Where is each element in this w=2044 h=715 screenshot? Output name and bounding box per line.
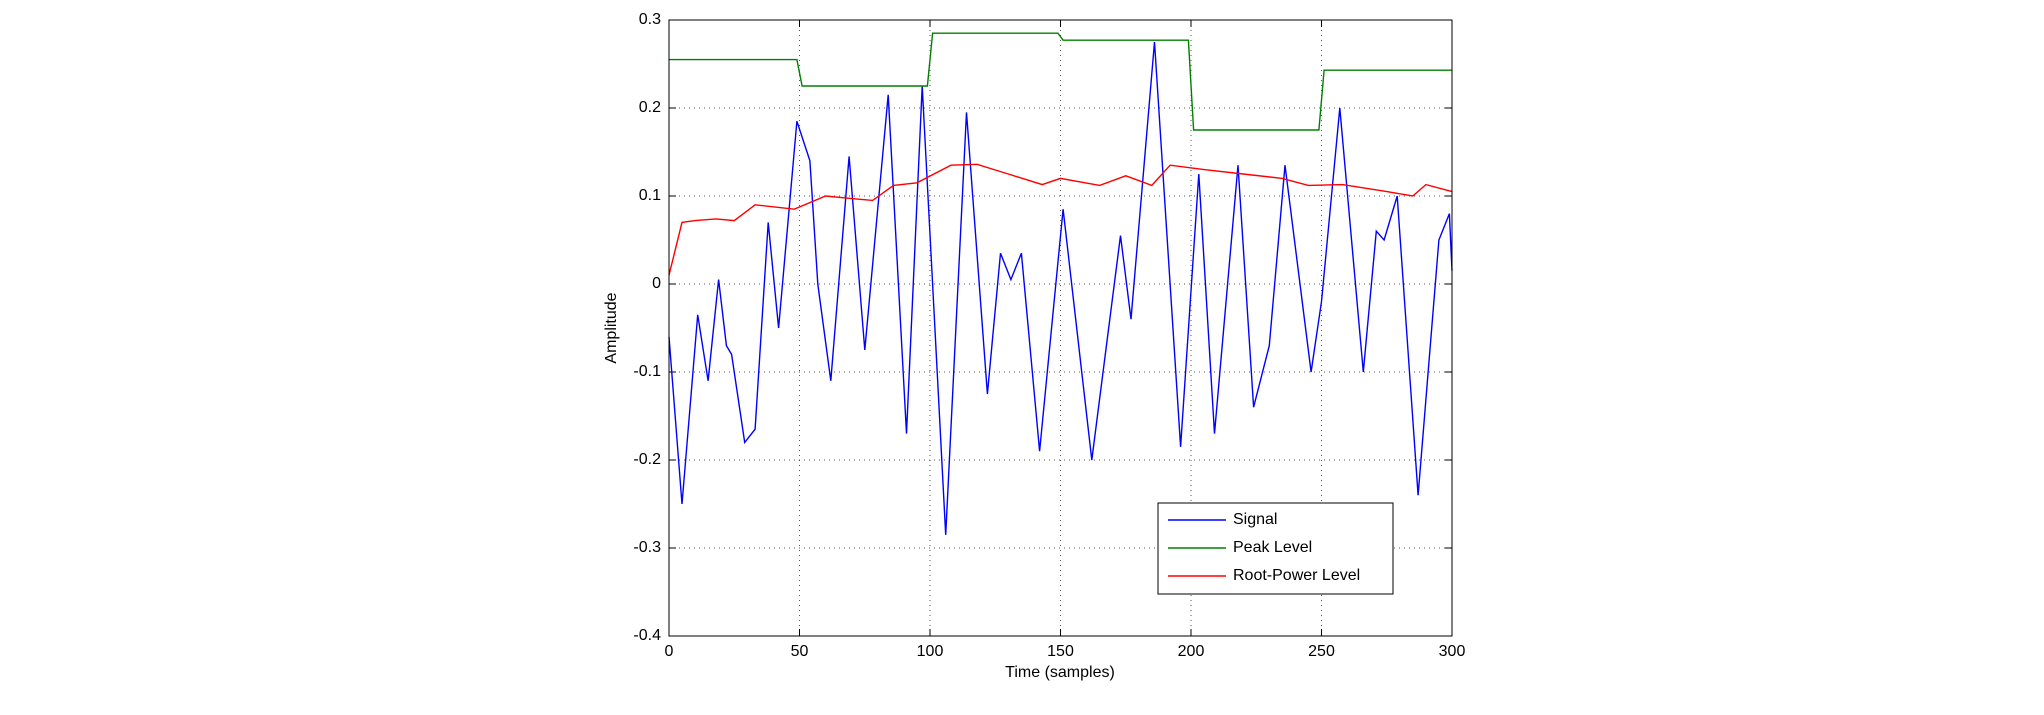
y-tick-label: -0.4 xyxy=(633,627,661,644)
legend-label: Signal xyxy=(1233,511,1277,528)
y-tick-label: -0.1 xyxy=(633,363,661,380)
y-axis-label: Amplitude xyxy=(603,292,620,363)
x-axis-label: Time (samples) xyxy=(1005,664,1115,681)
x-tick-label: 100 xyxy=(917,643,944,660)
x-tick-label: 50 xyxy=(791,643,809,660)
y-tick-label: -0.2 xyxy=(633,451,661,468)
series-line xyxy=(668,41,1453,535)
series-line xyxy=(669,32,1452,131)
x-tick-label: 250 xyxy=(1308,643,1335,660)
legend-label: Root-Power Level xyxy=(1233,567,1360,584)
x-tick-label: 300 xyxy=(1439,643,1466,660)
series-line xyxy=(668,163,1453,276)
y-tick-label: -0.3 xyxy=(633,539,661,556)
y-tick-label: 0 xyxy=(652,275,661,292)
y-tick-label: 0.2 xyxy=(639,99,661,116)
x-tick-label: 150 xyxy=(1047,643,1074,660)
legend-label: Peak Level xyxy=(1233,539,1312,556)
x-tick-label: 200 xyxy=(1178,643,1205,660)
y-tick-label: 0.3 xyxy=(639,11,661,28)
y-tick-label: 0.1 xyxy=(639,187,661,204)
plot-frame xyxy=(668,19,1453,637)
x-tick-label: 0 xyxy=(665,643,674,660)
